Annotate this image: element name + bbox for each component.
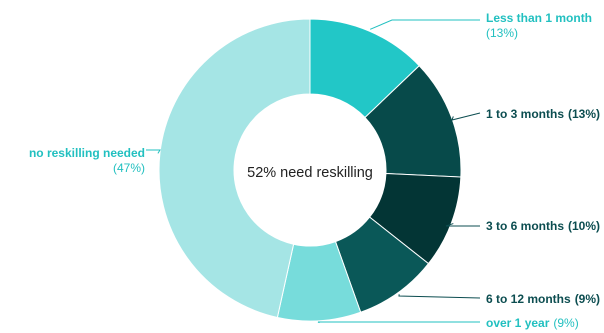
leader-less-than-1-month [369,19,480,30]
label-name-6-to-12-months: 6 to 12 months [486,292,571,306]
label-6-to-12-months: 6 to 12 months (9%) [486,292,600,306]
leader-1-to-3-months [451,112,481,121]
label-name-1-to-3-months: 1 to 3 months [486,107,564,121]
leader-6-to-12-months [398,294,481,299]
label-3-to-6-months: 3 to 6 months (10%) [486,219,600,233]
label-name-3-to-6-months: 3 to 6 months [486,219,564,233]
label-name-no-reskilling-needed: no reskilling needed [29,146,145,160]
leader-no-reskilling-needed [146,149,161,154]
leader-over-1-year [317,321,480,324]
label-1-to-3-months: 1 to 3 months (13%) [486,107,600,121]
label-percent-3-to-6-months: (10%) [568,219,600,233]
label-percent-over-1-year: (9%) [553,316,578,330]
label-percent-less-than-1-month: (13%) [486,26,518,40]
center-label: 52% need reskilling [247,165,373,181]
label-no-reskilling-needed: no reskilling needed (47%) [29,146,145,175]
slice-labels: Less than 1 month (13%)1 to 3 months (13%)… [29,11,600,330]
slice-no-reskilling-needed [158,18,311,319]
label-percent-no-reskilling-needed: (47%) [113,161,145,175]
label-percent-6-to-12-months: (9%) [575,292,600,306]
label-percent-1-to-3-months: (13%) [568,107,600,121]
label-name-over-1-year: over 1 year [486,316,550,330]
leader-lines [146,19,481,324]
label-over-1-year: over 1 year (9%) [486,316,579,330]
label-less-than-1-month: Less than 1 month (13%) [486,11,592,40]
leader-3-to-6-months [445,223,480,227]
label-name-less-than-1-month: Less than 1 month [486,11,592,25]
donut-slices [158,18,462,322]
